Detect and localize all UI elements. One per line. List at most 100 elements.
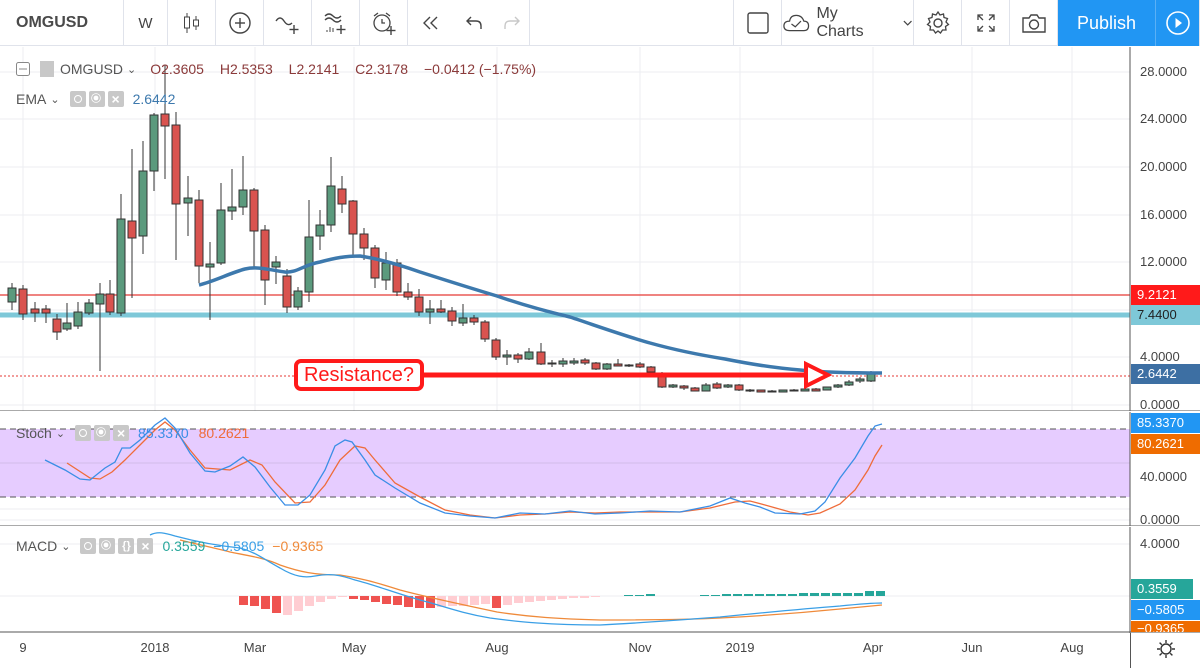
eye-icon[interactable]	[69, 91, 86, 107]
gear-icon[interactable]	[88, 91, 105, 107]
layout-button[interactable]	[734, 0, 782, 46]
price-tick: 20.0000	[1140, 159, 1187, 174]
collapse-icon[interactable]	[16, 62, 30, 76]
indicators-icon	[274, 17, 298, 34]
macd-tick: 4.0000	[1140, 536, 1180, 551]
macd-histogram	[239, 591, 885, 615]
price-label-red-line: 9.2121	[1131, 285, 1200, 305]
price-label-ema: 2.6442	[1131, 364, 1200, 384]
stoch-name[interactable]: Stoch	[16, 425, 52, 441]
stoch-chart[interactable]	[0, 412, 1200, 526]
eye-icon[interactable]	[75, 425, 92, 441]
macd-signal-value: −0.9365	[272, 538, 324, 554]
resistance-annotation[interactable]	[294, 359, 833, 391]
time-tick: Aug	[1060, 640, 1084, 655]
chevron-down-icon[interactable]: ⌄	[55, 427, 66, 440]
price-label-macd-signal: −0.9365	[1131, 621, 1200, 632]
main-price-chart[interactable]	[0, 47, 1200, 411]
financials-button[interactable]	[312, 0, 360, 46]
legend-open: O2.3605	[150, 61, 204, 77]
main-legend: OMGUSD ⌄ O2.3605 H2.5353 L2.2141 C2.3178…	[16, 61, 548, 77]
price-label-blue-line: 7.4400	[1131, 305, 1200, 325]
undo-icon	[466, 16, 482, 29]
chart-style-button[interactable]	[168, 0, 216, 46]
square-icon	[746, 12, 769, 34]
replay-icon	[423, 16, 438, 30]
chevron-down-icon[interactable]: ⌄	[50, 93, 60, 106]
eye-icon[interactable]	[80, 538, 97, 554]
macd-chart[interactable]	[0, 527, 1200, 633]
close-icon[interactable]: ×	[113, 425, 130, 441]
alert-button[interactable]	[360, 0, 408, 46]
price-tick: 4.0000	[1140, 349, 1180, 364]
ema-legend: EMA ⌄ × 2.6442	[16, 91, 175, 107]
price-tick: 24.0000	[1140, 111, 1187, 126]
legend-low: L2.2141	[288, 61, 340, 77]
ema-line	[198, 254, 883, 375]
my-charts-button[interactable]: My Charts	[782, 0, 914, 46]
chevron-down-icon[interactable]: ⌄	[127, 63, 137, 76]
fullscreen-button[interactable]	[962, 0, 1010, 46]
toolbar-spacer	[530, 0, 734, 45]
chevron-down-icon[interactable]: ⌄	[61, 540, 71, 553]
candle-group-1	[7, 65, 876, 393]
stoch-k-line	[44, 417, 883, 519]
legend-close: C2.3178	[355, 61, 409, 77]
ema-value: 2.6442	[132, 91, 176, 107]
axis-divider	[1130, 633, 1131, 668]
close-icon[interactable]: ×	[137, 538, 154, 554]
cloud-check-icon	[783, 14, 810, 32]
price-tick: 12.0000	[1140, 254, 1187, 269]
price-label-macd-line: −0.5805	[1131, 600, 1200, 620]
time-tick: 2018	[140, 640, 170, 655]
fullscreen-icon	[976, 14, 995, 32]
compare-button[interactable]	[216, 0, 264, 46]
settings-button[interactable]	[914, 0, 962, 46]
stoch-k-value: 85.3370	[138, 425, 189, 441]
macd-legend: MACD ⌄ {} × 0.3559 −0.5805 −0.9365	[16, 538, 323, 554]
chart-settings-button[interactable]	[1155, 638, 1177, 665]
replay-button[interactable]	[408, 0, 454, 46]
gear-icon	[1157, 640, 1175, 658]
time-tick: Mar	[243, 640, 267, 655]
undo-button[interactable]	[454, 0, 494, 46]
price-label-macd-hist: 0.3559	[1131, 579, 1193, 599]
time-tick: Aug	[485, 640, 509, 655]
price-tick: 0.0000	[1140, 397, 1180, 412]
ema-name[interactable]: EMA	[16, 91, 47, 107]
price-tick: 16.0000	[1140, 207, 1187, 222]
macd-hist-value: 0.3559	[162, 538, 206, 554]
stoch-tick: 40.0000	[1140, 469, 1187, 484]
close-icon[interactable]: ×	[107, 91, 124, 107]
camera-icon	[1021, 14, 1046, 33]
gear-icon	[925, 10, 950, 34]
stoch-legend: Stoch ⌄ × 85.3370 80.2621	[16, 425, 249, 441]
my-charts-label: My Charts	[816, 5, 864, 40]
macd-line	[149, 532, 883, 626]
legend-symbol[interactable]: OMGUSD	[60, 61, 123, 77]
top-toolbar: OMGUSD W My Charts Publish	[0, 0, 1200, 46]
stoch-tick: 0.0000	[1140, 512, 1180, 527]
interval-button[interactable]: W	[124, 0, 168, 46]
macd-line-value: −0.5805	[213, 538, 265, 554]
snapshot-button[interactable]	[1010, 0, 1058, 46]
indicators-button[interactable]	[264, 0, 312, 46]
resistance-annotation-text: Resistance?	[303, 363, 415, 386]
play-circle-icon	[1165, 11, 1190, 35]
publish-button[interactable]: Publish	[1058, 0, 1156, 46]
redo-button[interactable]	[494, 0, 530, 46]
time-tick: 9	[19, 640, 27, 655]
gear-icon[interactable]	[99, 538, 116, 554]
stream-button[interactable]	[1156, 0, 1200, 46]
gear-icon[interactable]	[94, 425, 111, 441]
symbol-search-button[interactable]: OMGUSD	[0, 0, 124, 46]
source-code-icon[interactable]: {}	[118, 538, 135, 554]
compare-add-icon	[228, 12, 251, 34]
redo-icon	[503, 16, 520, 29]
price-label-stoch-k: 85.3370	[1131, 413, 1200, 433]
candles	[7, 65, 876, 393]
legend-change: −0.0412 (−1.75%)	[423, 61, 537, 77]
macd-name[interactable]: MACD	[16, 538, 58, 554]
stoch-d-line	[66, 421, 883, 519]
time-tick: Apr	[862, 640, 884, 655]
